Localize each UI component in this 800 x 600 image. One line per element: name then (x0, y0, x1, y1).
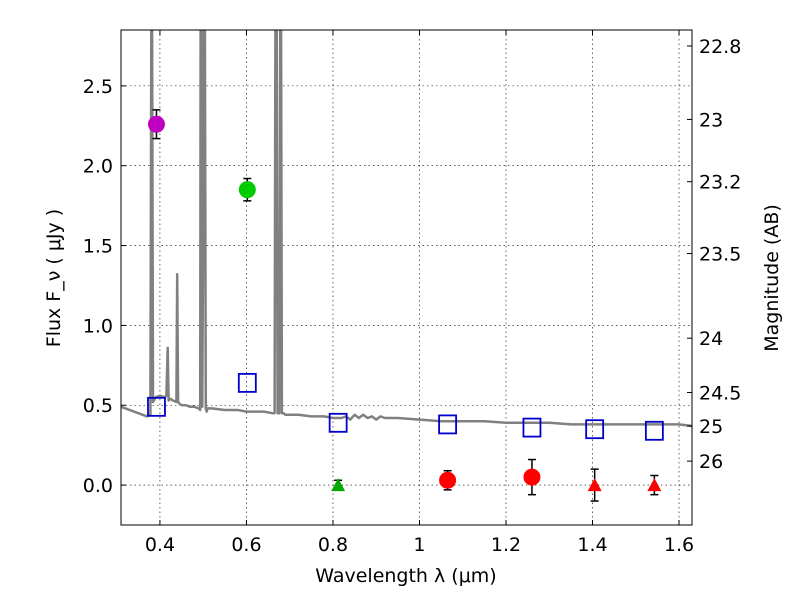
model-synthetic-point (147, 396, 166, 417)
template-spectrum-line (121, 30, 692, 428)
photometry-green-point (238, 181, 256, 199)
upper-limit-green-point (331, 478, 346, 492)
model-synthetic-point (585, 419, 605, 440)
model-synthetic-point (438, 414, 457, 435)
right-tick-label: 22.8 (699, 36, 741, 58)
y-axis-right-label: Magnitude (AB) (761, 204, 783, 352)
right-tick-label: 24 (699, 328, 723, 350)
y-axis-label: Flux F_ν ( μJy ) (43, 209, 65, 347)
spectrum-layer (121, 30, 692, 428)
x-tick-label: 0.6 (231, 534, 261, 556)
grid (121, 30, 692, 525)
upper-limit-red-point (587, 478, 602, 492)
x-tick-label: 1.2 (491, 534, 521, 556)
right-tick-label: 25 (699, 416, 723, 438)
right-tick-label: 23 (699, 109, 723, 131)
y-tick-label: 0.0 (83, 475, 113, 497)
photometry-violet-point (147, 115, 165, 133)
model-synthetic-point (644, 420, 664, 441)
model-synthetic-point (328, 412, 348, 433)
right-tick-label: 23.2 (699, 172, 741, 194)
model-synthetic-point (522, 417, 542, 438)
y-tick-label: 1.5 (83, 236, 113, 258)
y-tick-label: 1.0 (83, 315, 113, 337)
y-tick-label: 2.5 (83, 76, 113, 98)
x-tick-label: 0.4 (145, 534, 175, 556)
right-tick-label: 24.5 (699, 382, 741, 404)
upper-limit-red-point (647, 478, 662, 492)
marker-layer (147, 109, 664, 502)
right-tick-label: 26 (699, 451, 723, 473)
plot-frame (120, 29, 693, 526)
tick-layer: 0.4 0.6 0.8 1 1.2 1.4 1.6 0.0 0.5 1.0 1.5 2.0 2.5 22.… (83, 30, 741, 556)
y-tick-label: 2.0 (83, 156, 113, 178)
right-tick-label: 23.5 (699, 244, 741, 266)
x-tick-label: 0.8 (318, 534, 348, 556)
model-synthetic-point (237, 372, 257, 393)
x-tick-label: 1.6 (664, 534, 694, 556)
x-tick-label: 1.4 (577, 534, 607, 556)
y-tick-label: 0.5 (83, 395, 113, 417)
x-axis-label: Wavelength λ (μm) (315, 565, 496, 587)
photometry-red-point (439, 471, 457, 489)
x-tick-label: 1 (413, 534, 425, 556)
photometry-red-point (523, 468, 541, 486)
